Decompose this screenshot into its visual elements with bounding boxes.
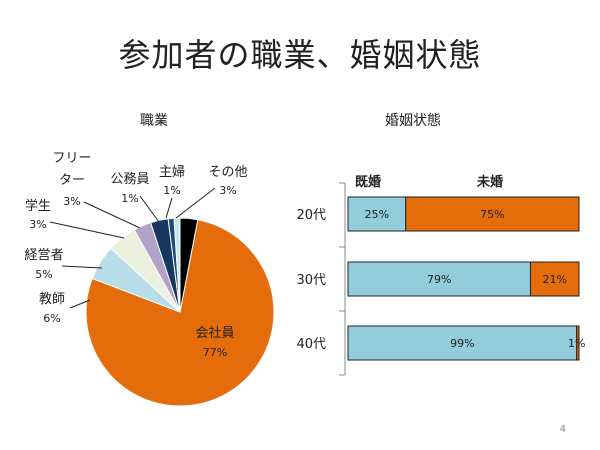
pie-label-name-1: 教師 [39, 291, 65, 307]
pie-label-name-4: フリー [52, 151, 91, 166]
pie-label-name-0: 会社員 [195, 325, 234, 341]
pie-label-value-7: 3% [219, 184, 236, 197]
pie-leader-line-5 [139, 195, 160, 223]
bar-segment-0-0 [347, 196, 407, 232]
bar-segment-0-2 [347, 325, 578, 361]
pie-label-value-2: 5% [35, 268, 52, 281]
pie-label-value-4: 3% [63, 195, 80, 208]
bar-label-unmarried-2: 1% [568, 337, 585, 350]
pie-label-value-6: 1% [163, 184, 180, 197]
pie-leader-line-1 [69, 299, 91, 309]
pie-label-name-5: 公務員 [110, 172, 149, 187]
bar-category-1: 30代 [296, 273, 326, 288]
pie-label-value-0: 77% [203, 346, 227, 359]
pie-leader-line-3 [49, 221, 125, 239]
bar-segment-1-1 [529, 261, 580, 297]
pie-label-name-6: 主婦 [159, 164, 185, 180]
bar-segment-0-1 [347, 261, 531, 297]
pie-leader-line-7 [175, 187, 216, 219]
pie-label-value-1: 6% [43, 312, 60, 325]
pie-label-name-3: 学生 [25, 198, 51, 214]
bar-segment-1-0 [405, 196, 580, 232]
bar-label-married-1: 79% [427, 273, 451, 286]
page-number: 4 [559, 424, 566, 435]
legend-unmarried: 未婚 [476, 174, 503, 190]
pie-leader-line-4 [83, 201, 141, 229]
bar-category-2: 40代 [296, 337, 326, 352]
bar-category-0: 20代 [296, 208, 326, 223]
bar-label-married-2: 99% [450, 337, 474, 350]
pie-label-value-5: 1% [121, 192, 138, 205]
bar-label-unmarried-0: 75% [480, 208, 504, 221]
pie-leader-line-6 [165, 197, 173, 219]
pie-label-name-4: ター [59, 173, 85, 188]
bar-label-married-0: 25% [365, 208, 389, 221]
pie-label-value-3: 3% [29, 218, 46, 231]
pie-label-name-7: その他 [208, 165, 247, 180]
slide-title: 参加者の職業、婚姻状態 [118, 36, 482, 74]
bar-segment-1-2 [576, 325, 580, 361]
pie-label-name-2: 経営者 [24, 248, 63, 263]
pie-slice-0 [85, 219, 275, 407]
bar-chart-title: 婚姻状態 [385, 113, 441, 129]
pie-chart-title: 職業 [140, 113, 168, 129]
pie-slice-7 [179, 217, 199, 313]
bar-label-unmarried-1: 21% [543, 273, 567, 286]
legend-married: 既婚 [355, 174, 381, 190]
pie-leader-line-2 [61, 265, 103, 269]
